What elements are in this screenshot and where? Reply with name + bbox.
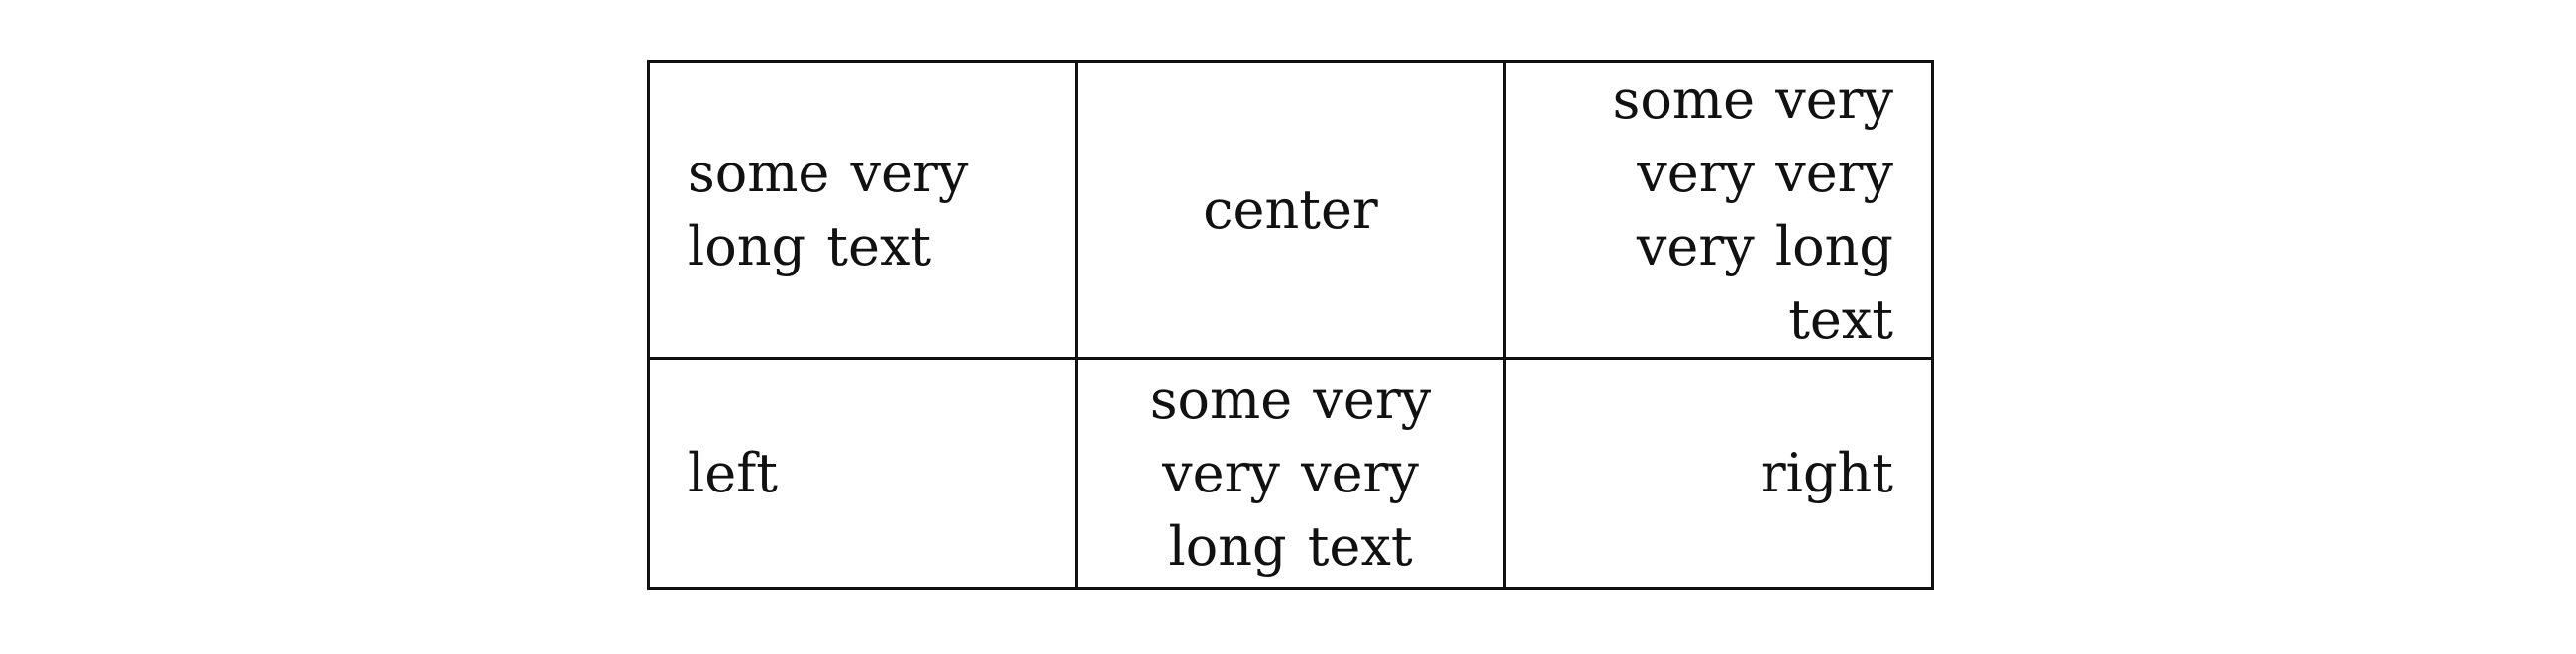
alignment-table: some very long text center some very ver… bbox=[647, 60, 1934, 590]
table-cell-long-text-right: some very very very very long text bbox=[1503, 60, 1934, 360]
table-cell-long-text-center: some very very very long text bbox=[1075, 357, 1506, 590]
cell-text: left bbox=[688, 441, 778, 504]
cell-text: center bbox=[1203, 178, 1378, 241]
cell-text: some very very very long text bbox=[1149, 368, 1432, 578]
table-cell-left: left bbox=[647, 357, 1078, 590]
cell-text: some very very very very long text bbox=[1612, 68, 1893, 351]
cell-text: some very long text bbox=[688, 142, 969, 277]
table-cell-right: right bbox=[1503, 357, 1934, 590]
table-row: left some very very very long text right bbox=[647, 357, 1934, 590]
table-cell-center: center bbox=[1075, 60, 1506, 360]
table-row: some very long text center some very ver… bbox=[647, 60, 1934, 360]
cell-text: right bbox=[1760, 441, 1893, 504]
table-cell-long-text-left: some very long text bbox=[647, 60, 1078, 360]
